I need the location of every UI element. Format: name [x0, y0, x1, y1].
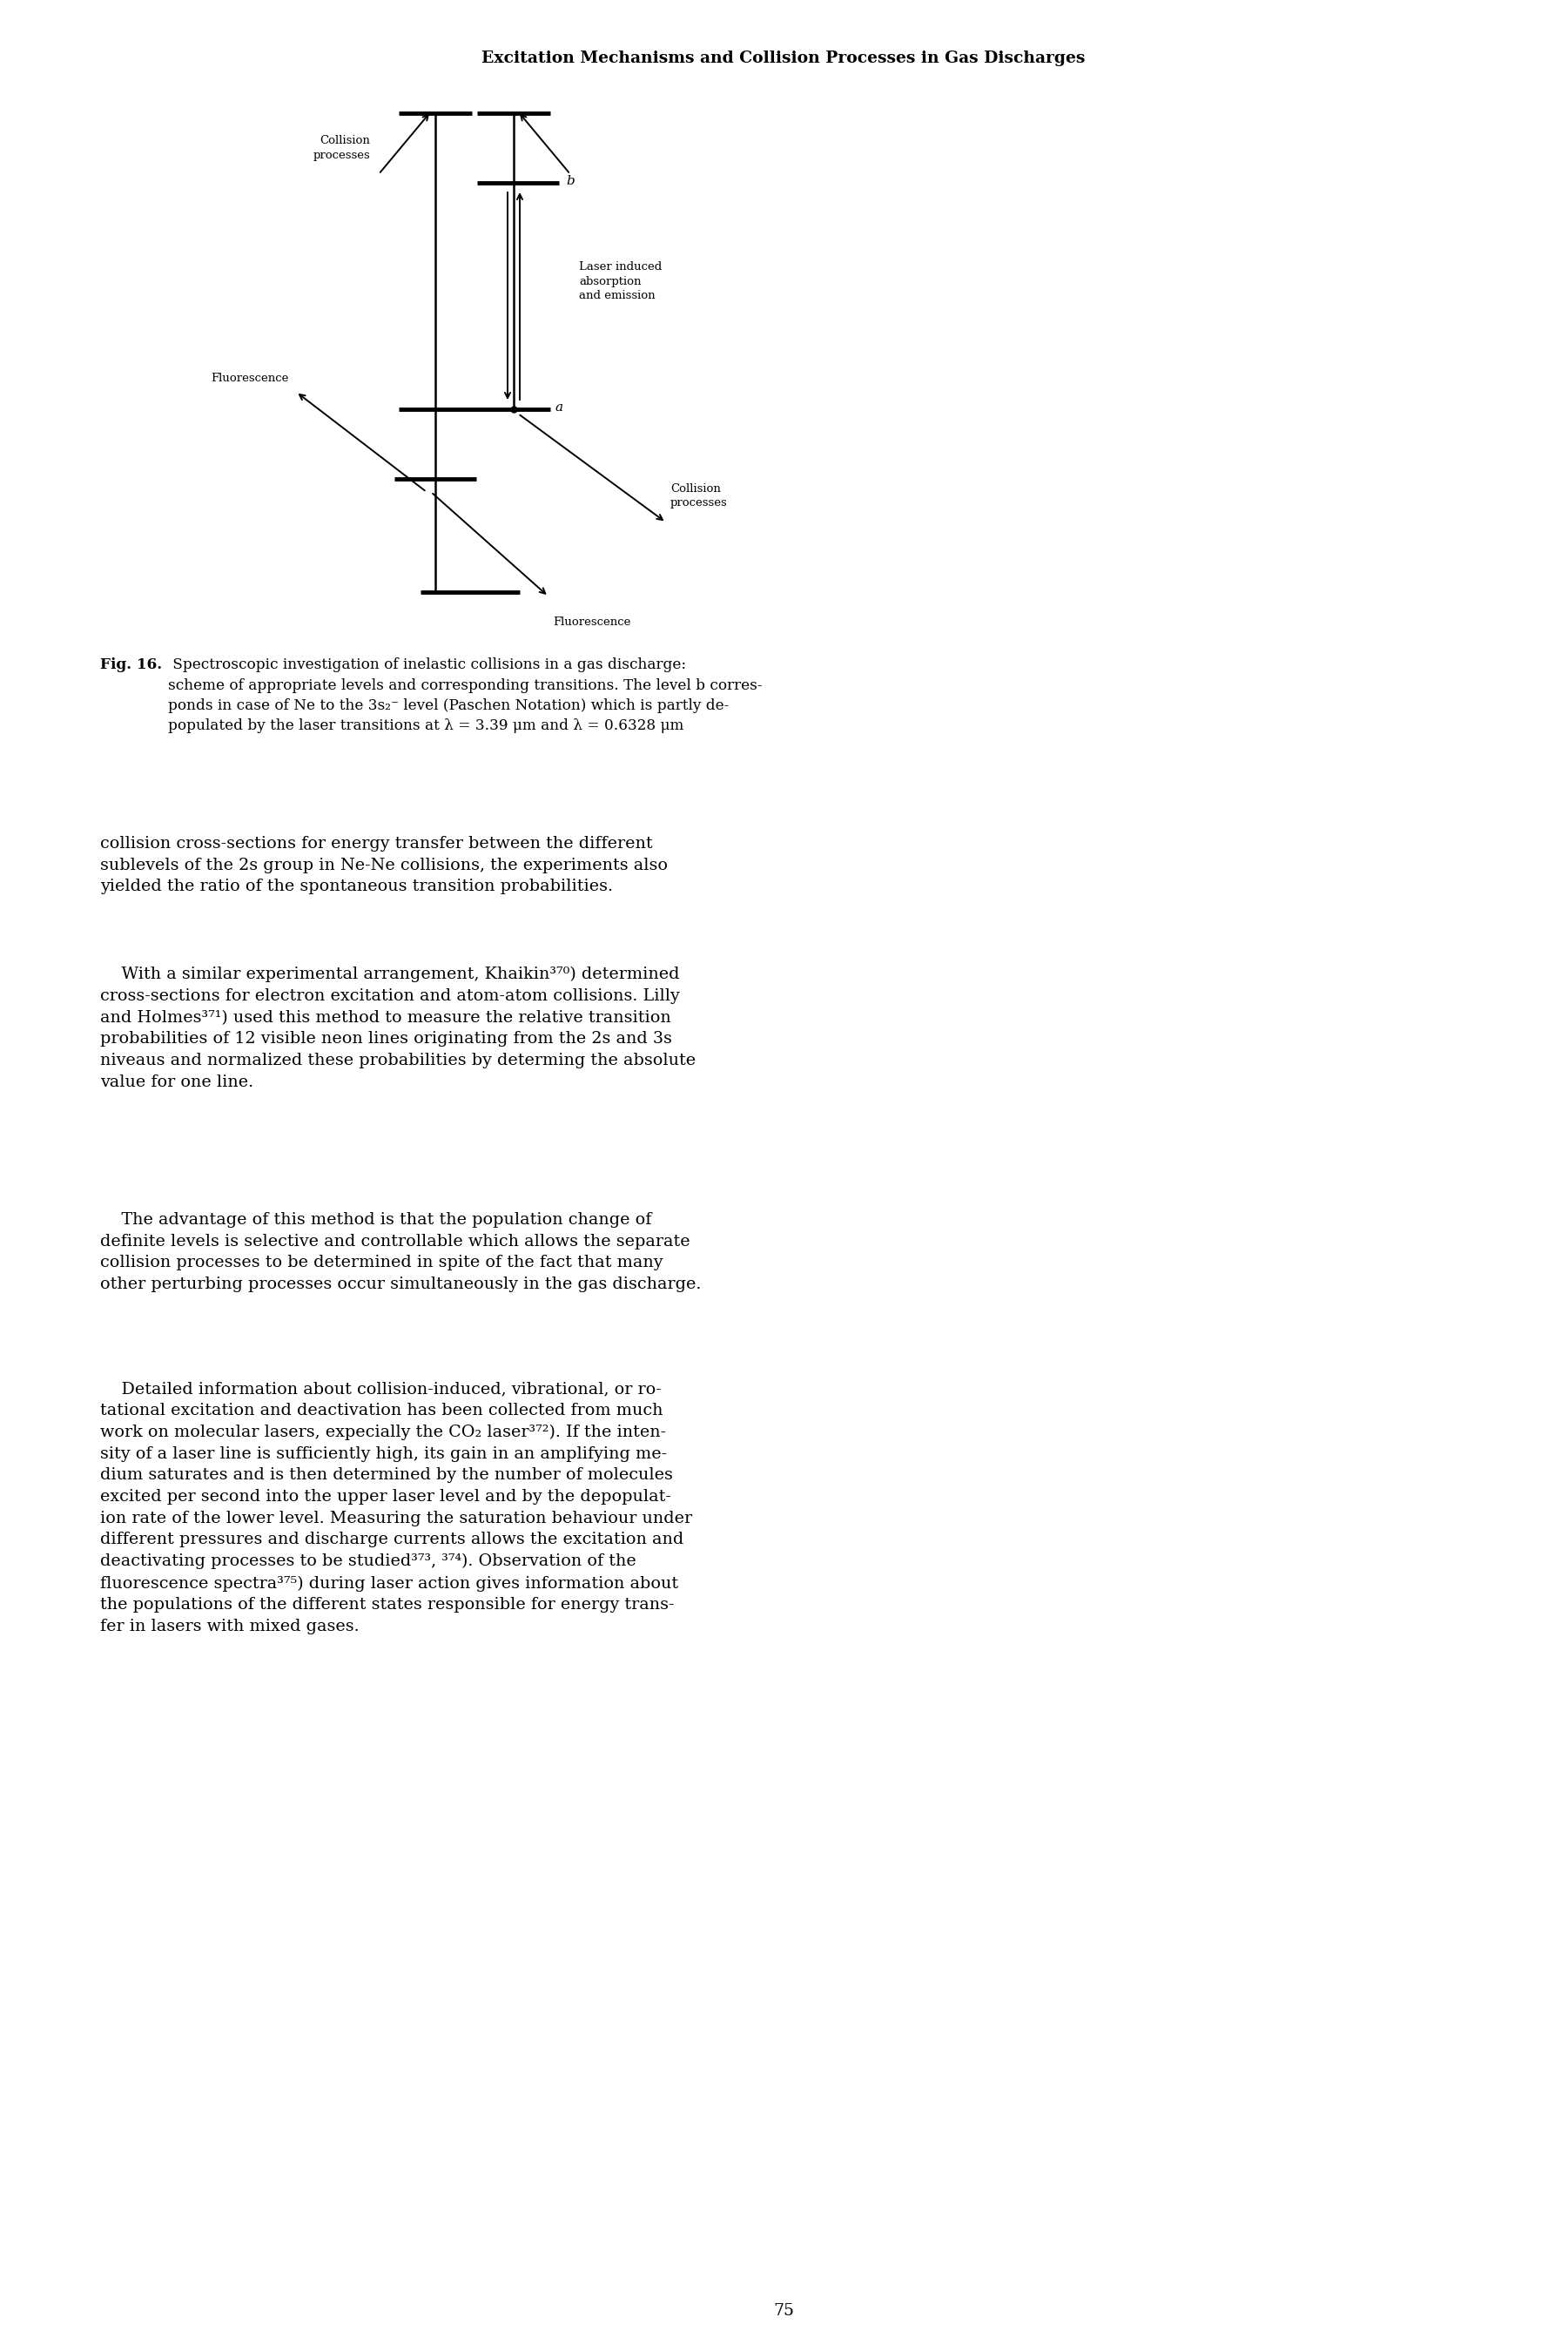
- Text: Fluorescence: Fluorescence: [212, 374, 289, 386]
- Text: The advantage of this method is that the population change of
definite levels is: The advantage of this method is that the…: [100, 1213, 701, 1293]
- Text: collision cross-sections for energy transfer between the different
sublevels of : collision cross-sections for energy tran…: [100, 837, 668, 896]
- Text: b: b: [566, 174, 574, 188]
- Text: Collision
processes: Collision processes: [312, 134, 370, 160]
- Text: With a similar experimental arrangement, Khaikin³⁷⁰) determined
cross-sections f: With a similar experimental arrangement,…: [100, 966, 696, 1091]
- Text: Detailed information about collision-induced, vibrational, or ro-
tational excit: Detailed information about collision-ind…: [100, 1380, 691, 1634]
- Text: a: a: [555, 402, 563, 414]
- Text: Spectroscopic investigation of inelastic collisions in a gas discharge:
scheme o: Spectroscopic investigation of inelastic…: [168, 658, 762, 734]
- Text: Collision
processes: Collision processes: [671, 484, 728, 508]
- Text: Laser induced
absorption
and emission: Laser induced absorption and emission: [579, 261, 662, 301]
- Text: 75: 75: [773, 2304, 793, 2318]
- Text: Fluorescence: Fluorescence: [554, 616, 630, 628]
- Text: Fig. 16.: Fig. 16.: [100, 658, 162, 672]
- Text: Excitation Mechanisms and Collision Processes in Gas Discharges: Excitation Mechanisms and Collision Proc…: [481, 49, 1085, 66]
